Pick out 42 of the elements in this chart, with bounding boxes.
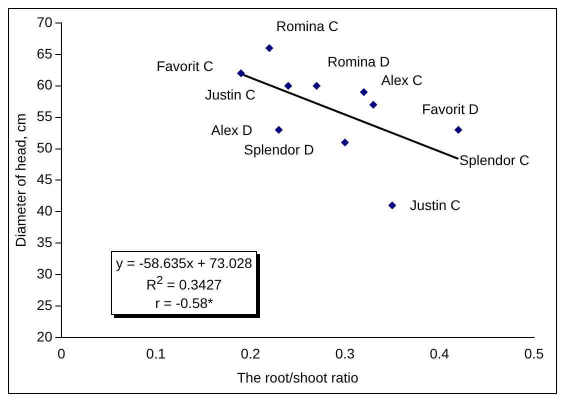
point — [360, 88, 368, 96]
point — [236, 69, 245, 78]
annotation: Justin C — [204, 86, 256, 103]
y-tick-label: 40 — [36, 202, 53, 218]
y-tick-label: 60 — [36, 76, 53, 93]
point — [265, 44, 274, 52]
point — [274, 126, 283, 134]
point — [388, 201, 396, 210]
x-tick-label: 0 — [57, 346, 66, 362]
point — [454, 126, 462, 134]
y-tick-label: 70 — [36, 14, 53, 30]
x-tick-label: 0.2 — [240, 346, 260, 362]
annotation: Alex C — [381, 72, 422, 88]
annotation: Justin C — [410, 197, 460, 214]
y-axis-title: Diameter of head, cm — [12, 113, 28, 248]
y-tick-label: 50 — [36, 140, 53, 156]
y-tick-label: 30 — [36, 265, 53, 282]
annotation: Romina D — [327, 54, 390, 70]
annotation: y = -58.635x + 73.028 — [116, 254, 252, 272]
x-tick-label: 0.1 — [146, 346, 166, 362]
annotation: Romina C — [276, 18, 338, 34]
annotation: R$^{2}$ = 0.3427 — [145, 273, 223, 294]
point — [284, 82, 292, 90]
x-axis-title: The root/shoot ratio — [236, 369, 359, 386]
x-tick-label: 0.4 — [430, 346, 450, 362]
y-tick-label: 45 — [36, 171, 53, 188]
x-tick-label: 0.3 — [335, 346, 355, 362]
annotation: Favorit C — [156, 58, 214, 74]
annotation: Favorit D — [422, 100, 479, 117]
annotation: r = -0.58* — [154, 294, 214, 312]
y-tick-label: 20 — [36, 328, 53, 344]
y-tick-label: 65 — [36, 45, 53, 62]
x-tick-label: 0.5 — [524, 346, 544, 362]
y-tick-label: 55 — [36, 108, 53, 124]
annotation: Splendor C — [459, 152, 530, 168]
y-tick-label: 35 — [36, 234, 53, 250]
y-tick-label: 25 — [36, 296, 53, 313]
point — [312, 82, 321, 90]
point — [340, 138, 349, 146]
annotation: Splendor D — [244, 141, 314, 158]
annotation: Alex D — [211, 122, 252, 138]
point — [369, 100, 378, 109]
